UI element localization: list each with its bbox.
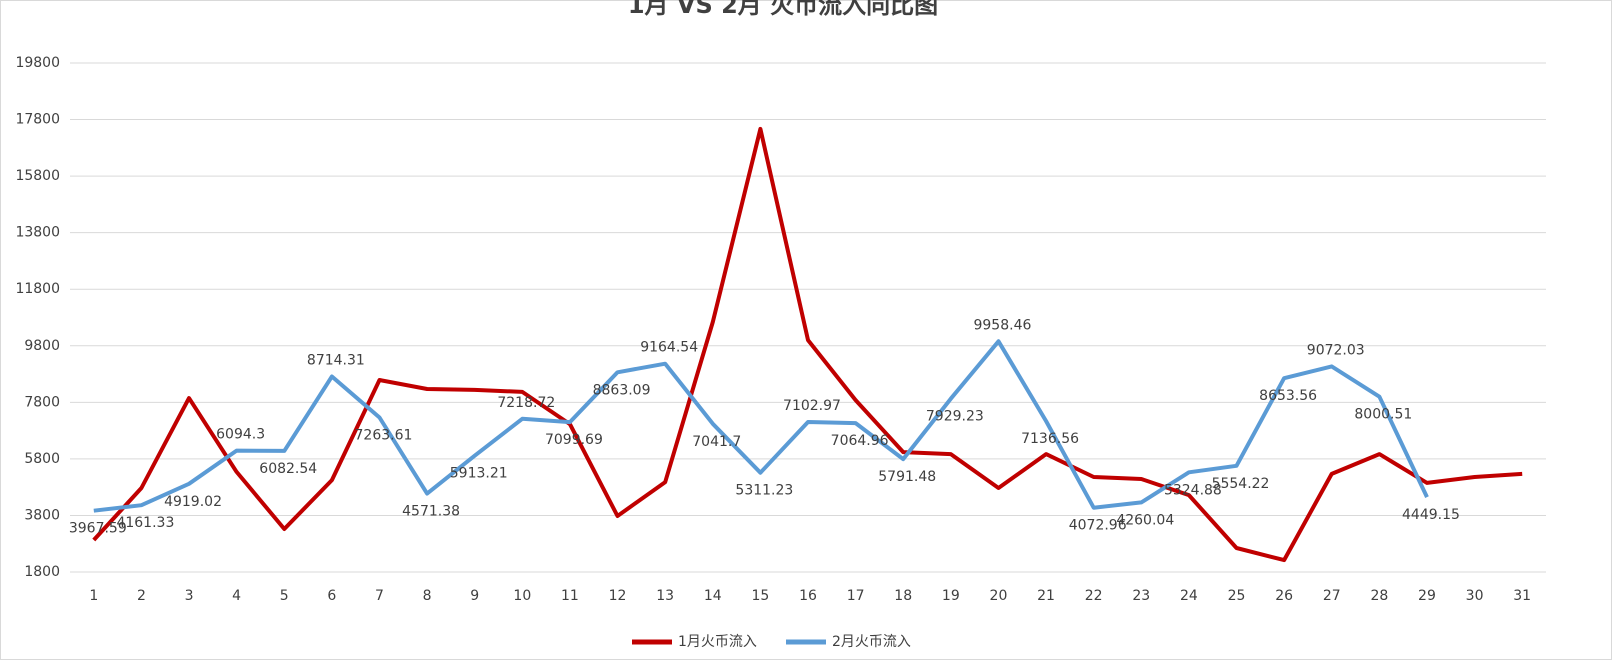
y-tick-label: 1800 xyxy=(24,564,60,580)
data-label: 7218.72 xyxy=(497,395,555,411)
x-tick-label: 6 xyxy=(327,588,336,604)
data-label: 7041.7 xyxy=(692,434,741,450)
series-line xyxy=(93,339,1429,513)
x-tick-label: 25 xyxy=(1228,588,1246,604)
data-label: 4919.02 xyxy=(164,494,222,510)
x-tick-label: 7 xyxy=(375,588,384,604)
data-label: 4161.33 xyxy=(116,515,174,531)
x-tick-label: 15 xyxy=(751,588,769,604)
x-tick-label: 5 xyxy=(280,588,289,604)
y-tick-label: 11800 xyxy=(15,281,60,297)
data-label: 9072.03 xyxy=(1307,342,1365,358)
legend-label: 2月火币流入 xyxy=(832,634,911,650)
data-label: 8714.31 xyxy=(307,352,365,368)
x-tick-label: 10 xyxy=(513,588,531,604)
x-tick-label: 1 xyxy=(89,588,98,604)
data-label: 5791.48 xyxy=(878,469,936,485)
x-tick-label: 4 xyxy=(232,588,241,604)
x-tick-label: 16 xyxy=(799,588,817,604)
x-tick-label: 21 xyxy=(1037,588,1055,604)
x-tick-label: 19 xyxy=(942,588,960,604)
x-tick-label: 31 xyxy=(1513,588,1531,604)
data-label: 7102.97 xyxy=(783,398,841,414)
x-tick-label: 12 xyxy=(609,588,627,604)
data-label: 4260.04 xyxy=(1116,512,1174,528)
x-tick-label: 27 xyxy=(1323,588,1341,604)
y-tick-label: 5800 xyxy=(24,451,60,467)
x-tick-label: 28 xyxy=(1370,588,1388,604)
x-tick-label: 8 xyxy=(423,588,432,604)
data-label: 9958.46 xyxy=(973,317,1031,333)
data-label: 7929.23 xyxy=(926,409,984,425)
y-tick-label: 13800 xyxy=(15,225,60,241)
x-tick-label: 22 xyxy=(1085,588,1103,604)
data-label: 7064.96 xyxy=(831,433,889,449)
legend-label: 1月火币流入 xyxy=(678,634,757,650)
y-tick-label: 15800 xyxy=(15,168,60,184)
x-tick-label: 13 xyxy=(656,588,674,604)
x-tick-label: 11 xyxy=(561,588,579,604)
y-tick-label: 3800 xyxy=(24,507,60,523)
data-label: 5913.21 xyxy=(450,466,508,482)
data-label: 8863.09 xyxy=(593,382,651,398)
data-label: 7099.69 xyxy=(545,432,603,448)
data-label: 8000.51 xyxy=(1354,407,1412,423)
data-label: 4449.15 xyxy=(1402,507,1460,523)
x-tick-label: 2 xyxy=(137,588,146,604)
y-tick-label: 19800 xyxy=(15,55,60,71)
data-label: 5554.22 xyxy=(1212,476,1270,492)
data-label: 7263.61 xyxy=(355,428,413,444)
legend: 1月火币流入 2月火币流入 xyxy=(632,634,911,650)
x-tick-label: 23 xyxy=(1132,588,1150,604)
y-tick-label: 9800 xyxy=(24,338,60,354)
data-label: 6094.3 xyxy=(216,427,265,443)
x-tick-label: 9 xyxy=(470,588,479,604)
data-label: 6082.54 xyxy=(259,461,317,477)
x-tick-label: 30 xyxy=(1466,588,1484,604)
data-label: 5324.88 xyxy=(1164,482,1222,498)
x-tick-label: 18 xyxy=(894,588,912,604)
data-label: 4072.96 xyxy=(1069,518,1127,534)
data-label: 3967.59 xyxy=(69,521,127,537)
series-line xyxy=(92,126,1523,563)
data-label: 9164.54 xyxy=(640,340,698,356)
data-label: 7136.56 xyxy=(1021,431,1079,447)
x-tick-label: 17 xyxy=(847,588,865,604)
x-tick-label: 26 xyxy=(1275,588,1293,604)
y-tick-label: 7800 xyxy=(24,394,60,410)
x-tick-label: 24 xyxy=(1180,588,1198,604)
x-tick-label: 3 xyxy=(185,588,194,604)
data-label: 5311.23 xyxy=(735,483,793,499)
chart-title: 1月 VS 2月 火币流入同比图 xyxy=(628,0,938,19)
data-label: 8653.56 xyxy=(1259,388,1317,404)
data-label: 4571.38 xyxy=(402,504,460,520)
y-tick-label: 17800 xyxy=(15,112,60,128)
x-tick-label: 29 xyxy=(1418,588,1436,604)
x-tick-label: 14 xyxy=(704,588,722,604)
x-tick-label: 20 xyxy=(990,588,1008,604)
